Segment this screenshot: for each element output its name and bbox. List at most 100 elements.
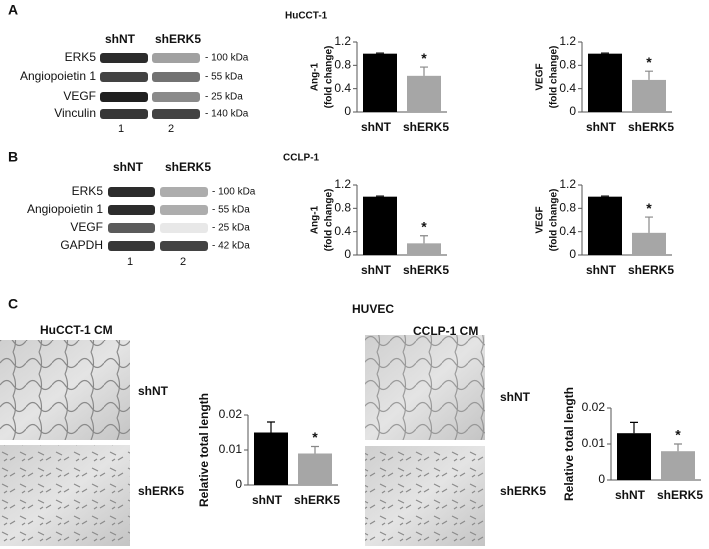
size-label: - 55 kDa [212, 205, 250, 216]
x-tick-label: shNT [252, 493, 283, 507]
size-label: - 100 kDa [205, 53, 249, 64]
cell-line-title: HUVEC [352, 302, 394, 316]
lane-header: shNT [105, 32, 136, 46]
blot-band [100, 92, 148, 102]
y-axis-label: Ang-1 [310, 205, 321, 234]
size-label: - 25 kDa [205, 92, 243, 103]
x-tick-label: shERK5 [628, 263, 674, 277]
blot-band [152, 92, 200, 102]
y-tick-label: 0 [569, 247, 576, 261]
size-label: - 42 kDa [212, 241, 250, 252]
bar [632, 232, 666, 255]
panel-label: C [8, 296, 18, 312]
y-axis-label: Relative total length [197, 393, 211, 507]
x-tick-label: shNT [586, 263, 617, 277]
y-axis-label: (fold change) [324, 189, 335, 252]
x-tick-label: shNT [615, 488, 646, 502]
y-axis-label: (fold change) [549, 46, 560, 109]
protein-label: Angiopoietin 1 [20, 69, 96, 83]
lane-number: 1 [127, 256, 133, 268]
protein-label: ERK5 [72, 184, 104, 198]
protein-label: VEGF [63, 89, 96, 103]
significance-mark: * [646, 200, 652, 216]
y-tick-label: 0.4 [559, 224, 576, 238]
error-bar [376, 195, 384, 197]
significance-mark: * [421, 218, 427, 234]
bar [407, 243, 441, 255]
y-axis-label: Relative total length [562, 387, 576, 501]
error-bar [267, 421, 275, 433]
y-axis-label: VEGF [535, 206, 546, 233]
y-tick-label: 0.02 [582, 400, 606, 414]
protein-label: GAPDH [60, 238, 103, 252]
lane-number: 1 [118, 123, 124, 135]
bar [363, 196, 397, 255]
blot-band [152, 72, 200, 82]
lane-header: shERK5 [155, 32, 201, 46]
y-tick-label: 0.4 [559, 81, 576, 95]
y-tick-label: 0 [569, 104, 576, 118]
condition-title: CCLP-1 CM [413, 324, 478, 338]
bar [588, 53, 622, 112]
y-axis-label: VEGF [535, 63, 546, 90]
significance-mark: * [675, 427, 681, 443]
lane-number: 2 [180, 256, 186, 268]
error-bar [420, 235, 428, 244]
error-bar [674, 443, 682, 452]
size-label: - 140 kDa [205, 109, 249, 120]
x-tick-label: shNT [586, 120, 617, 134]
blot-band [152, 109, 200, 119]
protein-label: ERK5 [65, 50, 97, 64]
blot-band [160, 241, 208, 251]
y-tick-label: 1.2 [334, 34, 351, 48]
bar [407, 75, 441, 112]
y-axis-label: Ang-1 [310, 62, 321, 91]
image-label: shNT [500, 390, 531, 404]
x-tick-label: shERK5 [403, 120, 449, 134]
y-tick-label: 0 [344, 104, 351, 118]
panel-label: B [8, 149, 18, 165]
blot-band [100, 109, 148, 119]
error-bar [630, 421, 638, 434]
blot-band [100, 53, 148, 63]
error-bar [601, 52, 609, 54]
y-tick-label: 0.8 [334, 58, 351, 72]
bar [617, 433, 651, 480]
micrograph-texture [0, 445, 130, 546]
bar [298, 453, 332, 485]
cell-line-title: HuCCT-1 [285, 11, 328, 22]
x-tick-label: shERK5 [628, 120, 674, 134]
y-tick-label: 0.4 [334, 81, 351, 95]
significance-mark: * [312, 429, 318, 445]
y-tick-label: 0.01 [582, 436, 606, 450]
error-bar [601, 195, 609, 197]
error-bar [645, 70, 653, 80]
micrograph-texture [0, 340, 130, 440]
x-tick-label: shNT [361, 120, 392, 134]
micrographs [0, 335, 485, 546]
y-tick-label: 1.2 [559, 177, 576, 191]
image-label: shNT [138, 384, 169, 398]
y-tick-label: 0.01 [219, 442, 243, 456]
y-axis-label: (fold change) [549, 189, 560, 252]
y-axis-label: (fold change) [324, 46, 335, 109]
y-tick-label: 0 [344, 247, 351, 261]
blot-band [152, 53, 200, 63]
significance-mark: * [646, 54, 652, 70]
error-bar [420, 66, 428, 76]
blot-band [108, 187, 155, 197]
protein-label: VEGF [70, 220, 103, 234]
micrograph-texture [365, 446, 485, 546]
bar [588, 196, 622, 255]
lane-header: shERK5 [165, 160, 211, 174]
error-bar [311, 445, 319, 454]
y-tick-label: 0 [235, 477, 242, 491]
x-tick-label: shNT [361, 263, 392, 277]
y-tick-label: 0.02 [219, 407, 243, 421]
x-tick-label: shERK5 [657, 488, 703, 502]
condition-title: HuCCT-1 CM [40, 323, 113, 337]
bar [363, 53, 397, 112]
blot-band [160, 205, 208, 215]
blot-band [108, 241, 155, 251]
y-tick-label: 1.2 [559, 34, 576, 48]
